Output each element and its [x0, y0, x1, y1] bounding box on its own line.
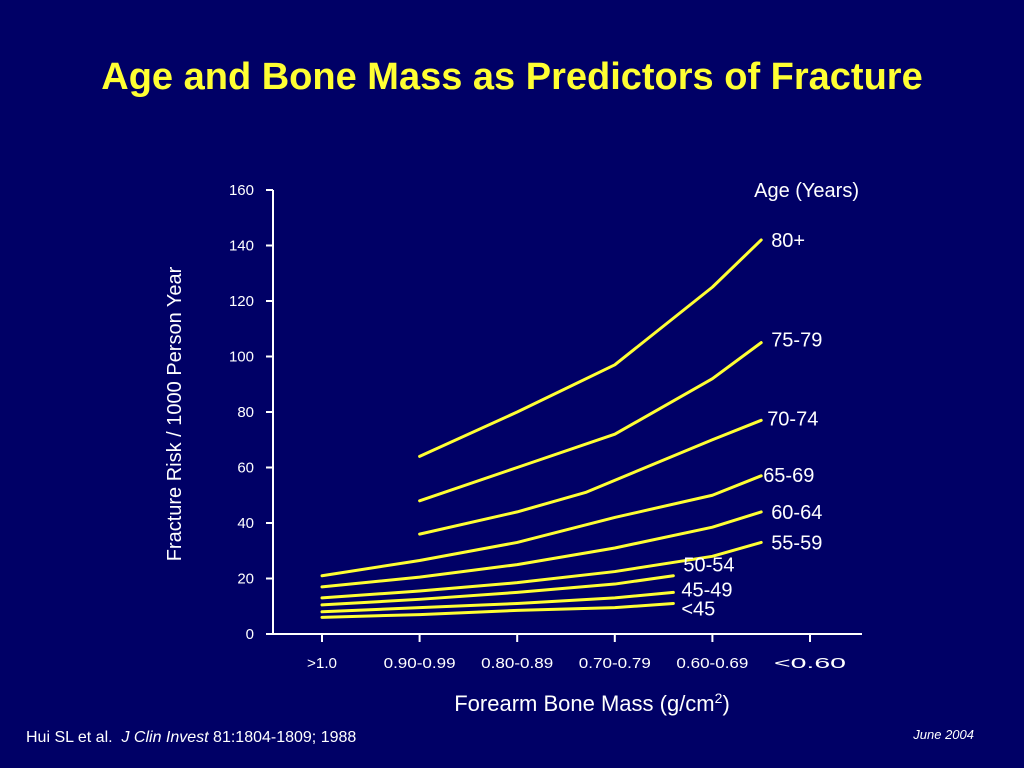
series-line	[320, 540, 763, 600]
y-axis-label: Fracture Risk / 1000 Person Year	[164, 266, 186, 561]
series-lines	[320, 238, 763, 619]
series-line	[320, 574, 675, 607]
citation-details: 81:1804-1809; 1988	[213, 729, 357, 746]
x-axis-label-close: )	[722, 691, 729, 716]
series-line	[320, 590, 675, 614]
y-tick-label: 60	[237, 460, 254, 477]
y-tick-label: 140	[229, 238, 254, 255]
x-axis-label-text: Forearm Bone Mass (g/cm	[454, 691, 714, 716]
citation: Hui SL et al. J Clin Invest 81:1804-1809…	[26, 729, 356, 747]
x-tick-label: 0.80-0.89	[481, 655, 553, 672]
series-line	[320, 474, 763, 578]
series-label: <45	[681, 598, 715, 620]
series-label: 50-54	[683, 555, 734, 577]
x-axis: >1.0 0.90-0.99 0.80-0.89 0.70-0.79 0.60-0.69…	[273, 633, 862, 672]
series-line	[320, 510, 763, 589]
series-label: 55-59	[771, 532, 822, 554]
x-axis-label-superscript: 2	[715, 690, 723, 706]
x-tick-label: 0.90-0.99	[384, 655, 456, 672]
legend-title: Age (Years)	[754, 180, 859, 202]
series-label: 65-69	[763, 465, 814, 487]
y-tick-label: 0	[246, 626, 254, 643]
series-label: 45-49	[681, 579, 732, 601]
x-tick-label: 0.70-0.79	[579, 655, 651, 672]
y-tick-label: 160	[229, 182, 254, 199]
series-line	[418, 341, 763, 503]
x-tick-label: 0.60-0.69	[676, 655, 748, 672]
y-tick-label: 40	[237, 515, 254, 532]
series-label: 70-74	[767, 408, 818, 430]
y-ticks: 0 20 40 60 80 100 120 140 160	[229, 182, 273, 643]
y-axis: 0 20 40 60 80 100 120 140 160	[229, 182, 274, 643]
series-label: 60-64	[771, 502, 822, 524]
y-tick-label: 80	[237, 404, 254, 421]
citation-journal: J Clin Invest	[121, 729, 209, 746]
series-line	[320, 601, 675, 619]
series-line	[418, 238, 763, 458]
x-axis-label: Forearm Bone Mass (g/cm2)	[454, 690, 730, 716]
x-tick-label: <0.60	[774, 655, 846, 672]
y-tick-label: 100	[229, 349, 254, 366]
x-ticks: >1.0 0.90-0.99 0.80-0.89 0.70-0.79 0.60-0.69…	[307, 634, 846, 672]
series-label: 80+	[771, 230, 805, 252]
x-tick-label: >1.0	[307, 655, 337, 672]
y-tick-label: 20	[237, 571, 254, 588]
slide-date: June 2004	[913, 727, 974, 742]
series-line	[418, 418, 763, 536]
y-tick-label: 120	[229, 293, 254, 310]
slide-title: Age and Bone Mass as Predictors of Fract…	[101, 56, 923, 98]
citation-authors: Hui SL et al.	[26, 729, 113, 746]
series-label: 75-79	[771, 330, 822, 352]
